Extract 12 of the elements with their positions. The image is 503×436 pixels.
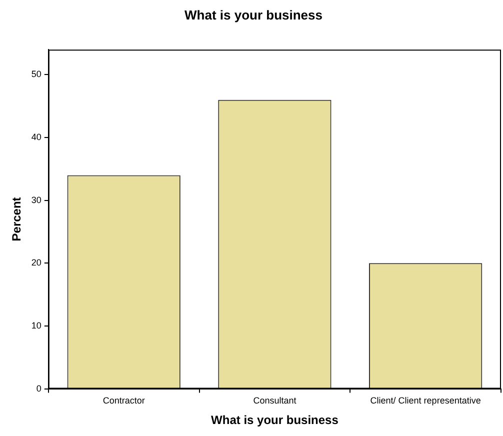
x-axis-title: What is your business [211,413,339,428]
y-tick-label: 50 [31,69,42,80]
y-tick-label: 10 [31,320,42,330]
x-tick-label: Consultant [253,396,297,406]
y-tick-label: 0 [36,383,42,394]
y-axis-title: Percent [10,197,24,242]
y-tick-label: 30 [31,194,42,205]
x-tick-label: Client/ Client representative [370,396,481,406]
y-tick-label: 40 [31,132,42,142]
x-tick-label: Contractor [102,396,145,406]
chart-title: What is your business [184,7,322,22]
y-tick-label: 20 [31,258,42,268]
